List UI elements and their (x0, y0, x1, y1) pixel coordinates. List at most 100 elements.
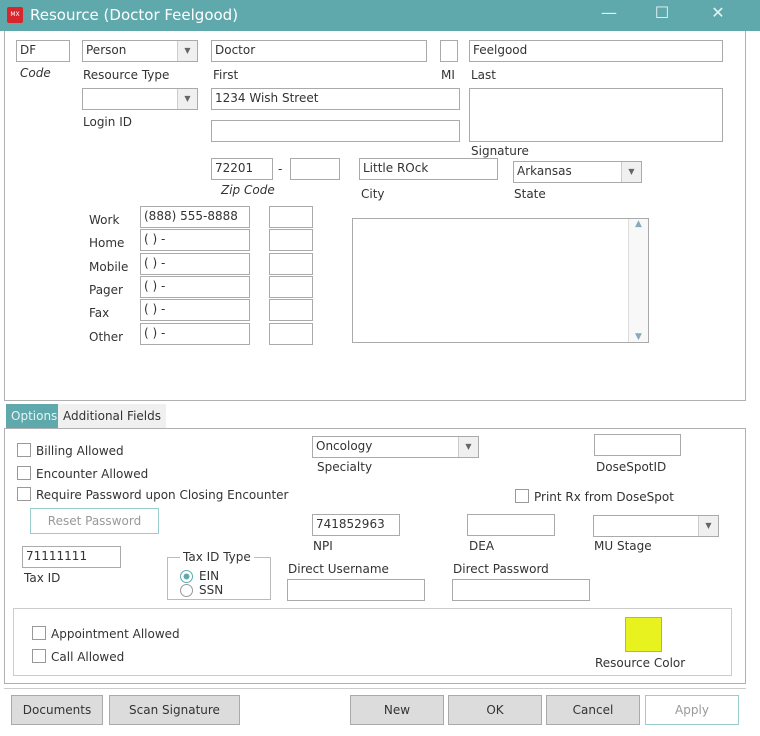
tax-id-input[interactable]: 71111111 (22, 546, 121, 568)
notes-textarea[interactable]: ▲ ▼ (352, 218, 649, 343)
scroll-up-icon[interactable]: ▲ (635, 219, 642, 229)
tab-options[interactable]: Options (6, 404, 63, 428)
maximize-button[interactable]: ☐ (654, 3, 670, 22)
phone-ext-input[interactable] (269, 275, 313, 298)
allowed-group (13, 608, 732, 676)
dosespot-id-label: DoseSpotID (596, 460, 667, 474)
reset-password-button[interactable]: Reset Password (30, 508, 159, 534)
require-password-checkbox[interactable] (17, 487, 31, 501)
new-button[interactable]: New (350, 695, 444, 725)
appointment-checkbox[interactable] (32, 626, 46, 640)
first-label: First (213, 68, 239, 82)
specialty-label: Specialty (317, 460, 373, 474)
code-label: Code (20, 66, 51, 80)
mu-stage-select[interactable]: ▼ (593, 515, 719, 537)
dosespot-id-input[interactable] (594, 434, 681, 456)
scrollbar[interactable]: ▲ ▼ (628, 219, 648, 342)
ein-label: EIN (199, 569, 220, 583)
state-select[interactable]: Arkansas ▼ (513, 161, 642, 183)
zip-separator: - (278, 162, 283, 176)
phone-input[interactable]: ( ) - (140, 322, 250, 345)
specialty-select[interactable]: Oncology ▼ (312, 436, 479, 458)
npi-input[interactable]: 741852963 (312, 514, 400, 536)
encounter-checkbox[interactable] (17, 466, 31, 480)
appointment-label: Appointment Allowed (51, 627, 180, 641)
zip-ext-input[interactable] (290, 158, 340, 180)
state-value: Arkansas (517, 164, 572, 178)
window-title: Resource (Doctor Feelgood) (30, 6, 239, 24)
signature-label: Signature (471, 144, 529, 158)
scroll-down-icon[interactable]: ▼ (635, 332, 642, 342)
last-label: Last (471, 68, 496, 82)
direct-password-label: Direct Password (453, 562, 549, 576)
phone-ext-input[interactable] (269, 229, 313, 252)
ein-radio[interactable] (180, 570, 193, 583)
direct-username-input[interactable] (287, 579, 425, 601)
phone-input[interactable]: ( ) - (140, 229, 250, 252)
zip-label: Zip Code (221, 183, 275, 197)
minimize-button[interactable]: — (601, 3, 617, 22)
city-label: City (361, 187, 385, 201)
call-label: Call Allowed (51, 650, 125, 664)
code-input[interactable]: DF (16, 40, 70, 62)
npi-label: NPI (313, 539, 333, 553)
apply-button[interactable]: Apply (645, 695, 739, 725)
dea-input[interactable] (467, 514, 555, 536)
mi-label: MI (441, 68, 455, 82)
title-bar: MX Resource (Doctor Feelgood) — ☐ ✕ (0, 0, 760, 31)
scan-signature-button[interactable]: Scan Signature (109, 695, 240, 725)
phone-label: Mobile (89, 259, 129, 274)
app-logo: MX (7, 7, 23, 23)
direct-password-input[interactable] (452, 579, 590, 601)
chevron-down-icon: ▼ (177, 89, 197, 109)
specialty-value: Oncology (316, 439, 373, 453)
zip-input[interactable]: 72201 (211, 158, 273, 180)
print-rx-label: Print Rx from DoseSpot (534, 490, 674, 504)
phone-ext-input[interactable] (269, 206, 313, 228)
ssn-radio[interactable] (180, 584, 193, 597)
close-button[interactable]: ✕ (711, 3, 725, 22)
resource-type-select[interactable]: Person ▼ (82, 40, 198, 62)
phone-ext-input[interactable] (269, 299, 313, 322)
chevron-down-icon: ▼ (458, 437, 478, 457)
phone-ext-input[interactable] (269, 252, 313, 275)
mu-stage-label: MU Stage (594, 539, 652, 553)
documents-button[interactable]: Documents (11, 695, 103, 725)
mi-input[interactable] (440, 40, 458, 62)
divider (4, 688, 746, 689)
options-panel (4, 428, 746, 684)
direct-username-label: Direct Username (288, 562, 389, 576)
billing-checkbox[interactable] (17, 443, 31, 457)
tax-id-label: Tax ID (24, 571, 61, 585)
require-password-label: Require Password upon Closing Encounter (36, 488, 289, 502)
resource-type-value: Person (86, 43, 127, 57)
address1-input[interactable]: 1234 Wish Street (211, 88, 460, 110)
signature-box[interactable] (469, 88, 723, 142)
city-input[interactable]: Little ROck (359, 158, 498, 180)
phone-input[interactable]: (888) 555-8888 (140, 206, 250, 228)
call-checkbox[interactable] (32, 649, 46, 663)
phone-label: Home (89, 236, 125, 251)
tab-additional-fields[interactable]: Additional Fields (58, 404, 167, 428)
last-name-input[interactable]: Feelgood (469, 40, 723, 62)
login-id-select[interactable]: ▼ (82, 88, 198, 110)
billing-label: Billing Allowed (36, 444, 124, 458)
phone-label: Other (89, 329, 124, 344)
dea-label: DEA (469, 539, 495, 553)
first-name-input[interactable]: Doctor (211, 40, 427, 62)
encounter-label: Encounter Allowed (36, 467, 149, 481)
phone-input[interactable]: ( ) - (140, 299, 250, 322)
address2-input[interactable] (211, 120, 460, 142)
resource-panel (4, 31, 746, 401)
phone-input[interactable]: ( ) - (140, 252, 250, 275)
resource-color-swatch[interactable] (625, 617, 662, 652)
chevron-down-icon: ▼ (621, 162, 641, 182)
print-rx-checkbox[interactable] (515, 489, 529, 503)
cancel-button[interactable]: Cancel (546, 695, 640, 725)
phone-ext-input[interactable] (269, 322, 313, 345)
ssn-label: SSN (199, 583, 224, 597)
resource-color-label: Resource Color (595, 656, 686, 670)
phone-input[interactable]: ( ) - (140, 275, 250, 298)
tax-id-type-label: Tax ID Type (180, 550, 254, 564)
ok-button[interactable]: OK (448, 695, 542, 725)
